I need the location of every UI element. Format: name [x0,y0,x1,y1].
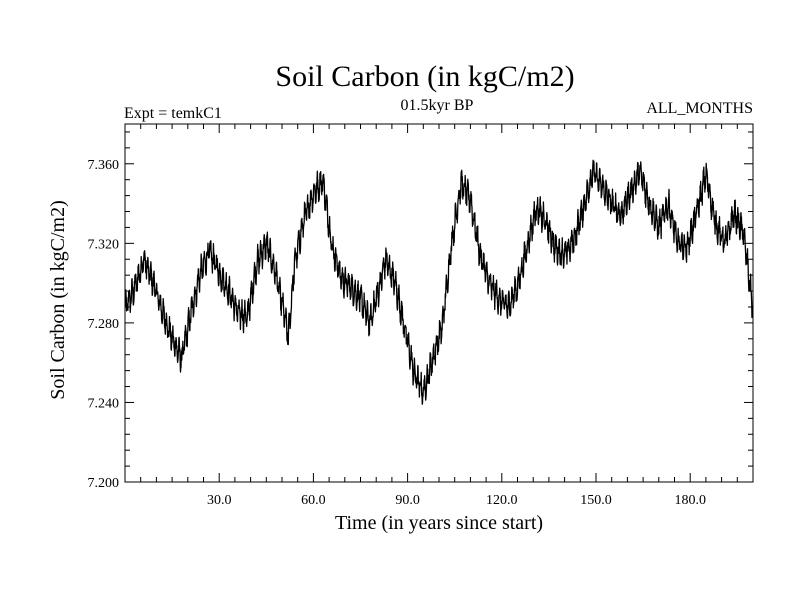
y-tick-label: 7.240 [88,396,120,411]
y-tick-label: 7.280 [88,317,120,332]
experiment-label: Expt = temkC1 [124,105,222,122]
x-tick-label: 120.0 [486,493,518,508]
plot-frame [124,123,754,483]
period-label: 01.5kyr BP [401,97,474,114]
y-axis-label: Soil Carbon (in kgC/m2) [47,200,69,399]
x-tick-label: 150.0 [580,493,612,508]
x-tick-label: 180.0 [674,493,706,508]
ticks-layer [125,124,753,482]
months-label: ALL_MONTHS [646,100,753,117]
series-layer [124,159,754,405]
y-tick-label: 7.360 [88,158,120,173]
x-tick-label: 90.0 [395,493,420,508]
x-axis-label: Time (in years since start) [335,512,543,534]
soil-carbon-series-line [124,159,754,405]
x-tick-label: 30.0 [207,493,232,508]
x-tick-label: 60.0 [301,493,326,508]
chart-title: Soil Carbon (in kgC/m2) [275,60,574,93]
tick-labels-layer: 30.0 60.0 90.0 120.0 150.0 180.0 7.200 7.240 7.2… [88,158,706,508]
y-tick-label: 7.200 [88,476,120,491]
y-tick-label: 7.320 [88,237,120,252]
